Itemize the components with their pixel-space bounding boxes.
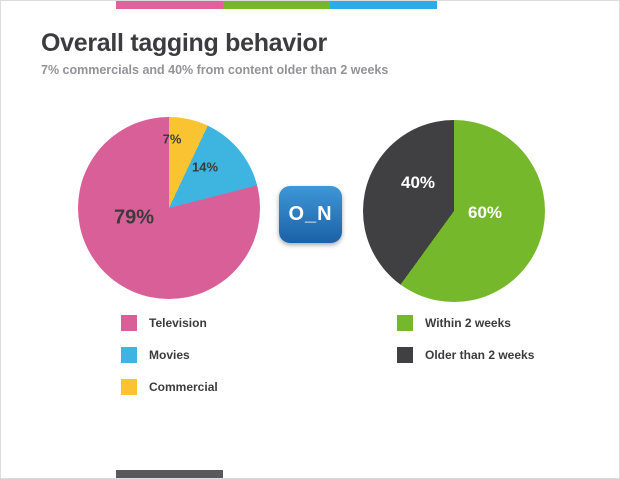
- legend-item-movies: Movies: [121, 347, 218, 363]
- swatch-older-than-2-weeks: [397, 347, 413, 363]
- strip-segment-gray: [116, 470, 223, 478]
- pie-label-commercial: 7%: [162, 131, 182, 147]
- swatch-television: [121, 315, 137, 331]
- pie-label-television: 79%: [113, 206, 155, 229]
- legend-label-within-2-weeks: Within 2 weeks: [425, 316, 511, 330]
- pie-label-within-2-weeks: 60%: [467, 203, 503, 222]
- page-title: Overall tagging behavior: [41, 29, 327, 57]
- pie-chart-content-type: 7% 14% 79%: [78, 117, 260, 299]
- legend-item-older-than-2-weeks: Older than 2 weeks: [397, 347, 534, 363]
- brand-logo: O_N: [279, 186, 342, 243]
- pie-chart-content-age: 40% 60%: [363, 120, 545, 302]
- legend-label-older-than-2-weeks: Older than 2 weeks: [425, 348, 535, 362]
- swatch-movies: [121, 347, 137, 363]
- page-subtitle: 7% commercials and 40% from content olde…: [41, 63, 389, 77]
- legend-content-type: Television Movies Commercial: [121, 315, 218, 411]
- strip-segment-pink: [116, 1, 223, 9]
- legend-label-movies: Movies: [149, 348, 190, 362]
- legend-content-age: Within 2 weeks Older than 2 weeks: [397, 315, 534, 379]
- legend-label-television: Television: [149, 316, 207, 330]
- legend-item-television: Television: [121, 315, 218, 331]
- legend-label-commercial: Commercial: [149, 380, 218, 394]
- pie-label-older-than-2-weeks: 40%: [400, 173, 436, 192]
- legend-item-commercial: Commercial: [121, 379, 218, 395]
- strip-segment-green: [223, 1, 330, 9]
- legend-item-within-2-weeks: Within 2 weeks: [397, 315, 534, 331]
- strip-segment-blue: [330, 1, 437, 9]
- swatch-within-2-weeks: [397, 315, 413, 331]
- brand-logo-text: O_N: [288, 203, 333, 225]
- swatch-commercial: [121, 379, 137, 395]
- pie-label-movies: 14%: [191, 159, 219, 175]
